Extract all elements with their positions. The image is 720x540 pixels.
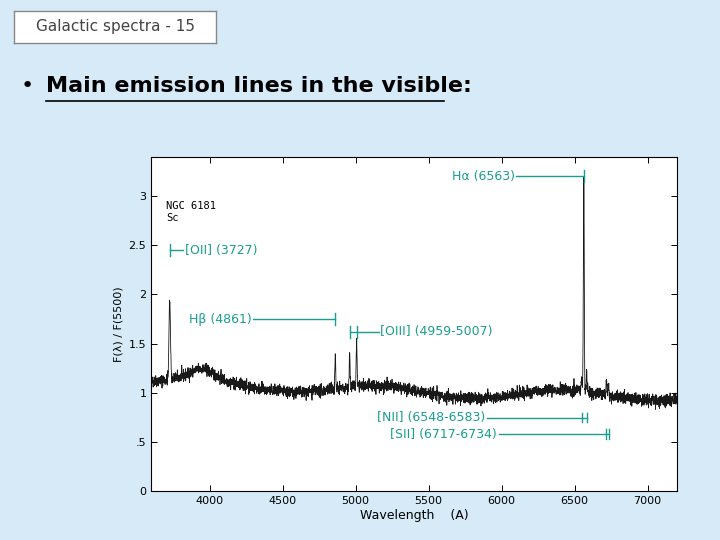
Text: [OII] (3727): [OII] (3727) [185, 244, 257, 256]
Y-axis label: F(λ) / F(5500): F(λ) / F(5500) [113, 286, 123, 362]
Text: •: • [20, 76, 33, 97]
X-axis label: Wavelength    (A): Wavelength (A) [360, 509, 468, 522]
Text: NGC 6181
Sc: NGC 6181 Sc [166, 201, 216, 222]
Text: Hα (6563): Hα (6563) [451, 170, 515, 183]
Text: Hβ (4861): Hβ (4861) [189, 313, 252, 326]
Text: Main emission lines in the visible:: Main emission lines in the visible: [46, 76, 472, 97]
Text: [SII] (6717-6734): [SII] (6717-6734) [390, 428, 498, 441]
Text: [NII] (6548-6583): [NII] (6548-6583) [377, 411, 485, 424]
Text: Galactic spectra - 15: Galactic spectra - 15 [36, 19, 194, 35]
Text: [OIII] (4959-5007): [OIII] (4959-5007) [380, 326, 493, 339]
